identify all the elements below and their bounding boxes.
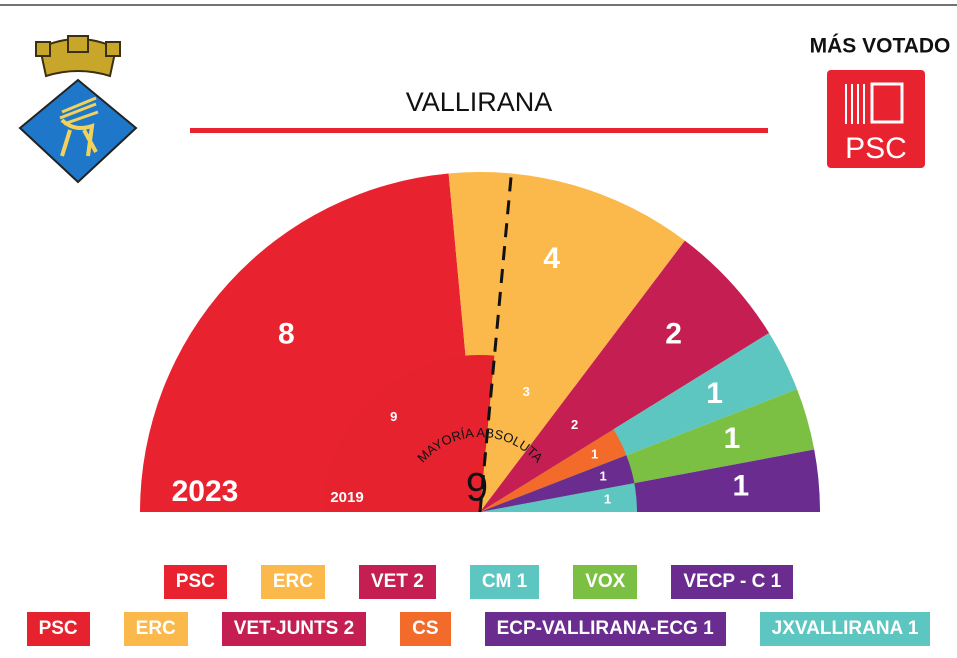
chart-title: VALLIRANA	[406, 87, 553, 117]
seat-label: 1	[706, 377, 723, 410]
legend-entry: PSC	[163, 565, 227, 599]
seat-sector	[480, 355, 575, 512]
title-rule	[190, 128, 768, 133]
seat-label: 2	[571, 417, 578, 432]
seat-label: 4	[543, 242, 560, 275]
party-logo: PSC	[827, 70, 925, 168]
coat-of-arms	[18, 35, 138, 184]
seat-sector	[480, 455, 635, 512]
legend-entry: ECP-VALLIRANA-ECG 1	[484, 612, 726, 646]
legend-entry: JXVALLIRANA 1	[759, 612, 931, 646]
legend-entry: CM 1	[469, 565, 540, 599]
legend-entry: VET 2	[359, 565, 436, 599]
majority-line	[478, 168, 514, 513]
seat-label: 1	[724, 422, 741, 455]
legend-entry: VOX	[573, 565, 638, 599]
seat-sector	[480, 386, 614, 512]
seat-label: 2	[665, 317, 682, 350]
legend-entry: ERC	[260, 565, 325, 599]
ring-label: 2023	[172, 475, 239, 508]
legend-entry: VET-JUNTS 2	[221, 612, 367, 646]
seat-sector	[323, 354, 495, 512]
seat-label: 1	[733, 470, 750, 503]
seat-label: 1	[599, 468, 606, 483]
seat-sector	[480, 429, 627, 512]
annotation: MÁS VOTADO	[810, 35, 951, 58]
seat-label: 8	[278, 317, 295, 350]
logo-text: PSC	[845, 132, 907, 165]
seat-label: 1	[604, 492, 611, 507]
majority-value: 9	[466, 466, 488, 510]
legend-entry: CS	[400, 612, 451, 646]
legend-2019: PSC ERC VET-JUNTS 2 CS ECP-VALLIRANA-ECG 1 JX…	[0, 612, 957, 646]
seat-label: 3	[523, 384, 530, 399]
ring-label: 2019	[330, 489, 363, 506]
seat-label: 9	[390, 409, 397, 424]
legend-entry: ERC	[123, 612, 188, 646]
legend-entry: VECP - C 1	[671, 565, 794, 599]
legend-entry: PSC	[26, 612, 90, 646]
legend-2023: PSC ERC VET 2 CM 1 VOX VECP - C 1	[0, 565, 957, 599]
seat-label: 1	[591, 446, 598, 461]
seat-sector	[480, 483, 637, 512]
